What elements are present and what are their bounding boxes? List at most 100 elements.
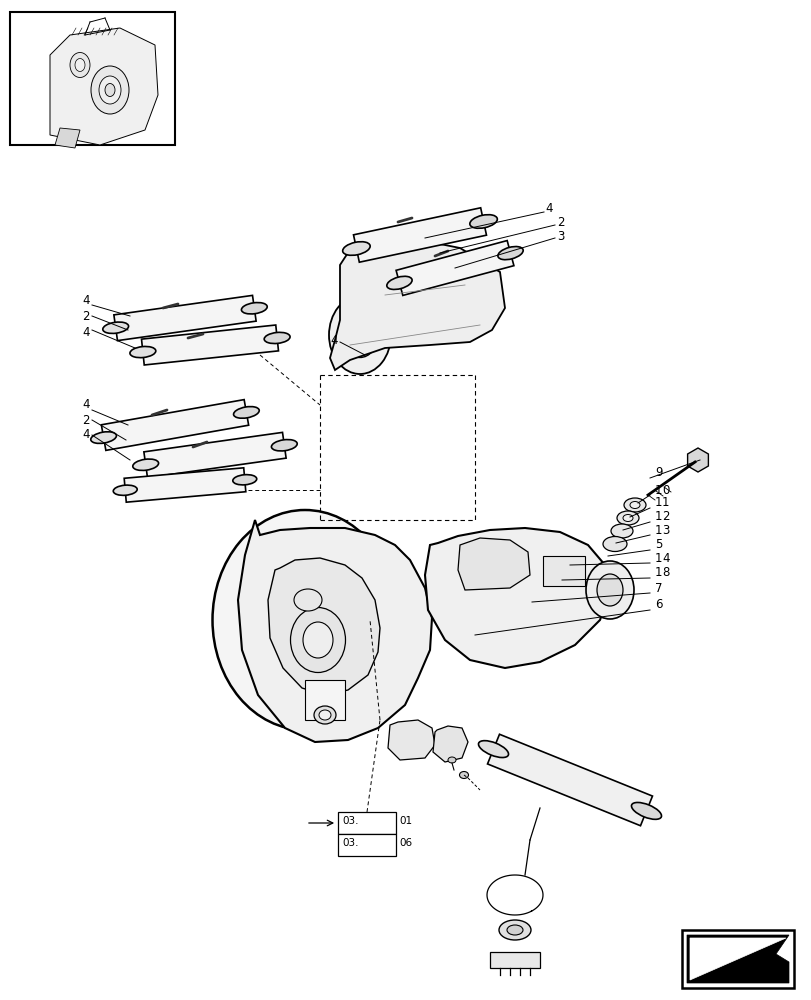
Ellipse shape: [448, 757, 456, 763]
Ellipse shape: [623, 498, 646, 512]
Ellipse shape: [277, 587, 332, 652]
Text: 9: 9: [654, 466, 662, 480]
Ellipse shape: [105, 84, 115, 97]
Text: 03.: 03.: [341, 838, 358, 848]
Text: 2: 2: [83, 414, 90, 426]
Text: 4: 4: [661, 552, 669, 564]
Ellipse shape: [130, 346, 156, 358]
Ellipse shape: [341, 312, 378, 358]
Text: 1: 1: [654, 510, 662, 524]
Polygon shape: [424, 528, 609, 668]
Ellipse shape: [133, 459, 158, 470]
Polygon shape: [457, 538, 530, 590]
Polygon shape: [50, 28, 158, 145]
Polygon shape: [487, 734, 652, 826]
Ellipse shape: [386, 276, 412, 289]
Polygon shape: [55, 128, 80, 148]
Polygon shape: [489, 952, 539, 968]
Polygon shape: [432, 726, 467, 762]
Ellipse shape: [462, 286, 476, 304]
Polygon shape: [329, 235, 504, 370]
Ellipse shape: [459, 771, 468, 778]
Ellipse shape: [444, 262, 496, 328]
Text: 4: 4: [329, 334, 337, 347]
Ellipse shape: [470, 215, 496, 228]
Ellipse shape: [454, 276, 484, 314]
Bar: [543, 556, 584, 586]
Ellipse shape: [603, 536, 626, 552]
Ellipse shape: [241, 303, 267, 314]
Bar: [337, 834, 396, 856]
Ellipse shape: [70, 53, 90, 78]
Text: 1: 1: [654, 484, 662, 496]
Ellipse shape: [596, 574, 622, 606]
Ellipse shape: [314, 706, 336, 724]
Text: 01: 01: [398, 816, 412, 826]
Text: 1: 1: [661, 496, 669, 510]
Ellipse shape: [610, 524, 633, 538]
Ellipse shape: [586, 561, 633, 619]
Text: 2: 2: [556, 216, 564, 229]
Polygon shape: [305, 680, 345, 720]
Ellipse shape: [264, 332, 290, 344]
Text: 1: 1: [654, 552, 662, 564]
Text: 5: 5: [654, 538, 662, 552]
Ellipse shape: [351, 325, 367, 345]
Polygon shape: [353, 208, 486, 262]
Text: 1: 1: [654, 496, 662, 510]
Bar: [681, 930, 793, 988]
Ellipse shape: [506, 925, 522, 935]
Text: 7: 7: [654, 582, 662, 594]
Polygon shape: [686, 935, 788, 983]
Text: 06: 06: [398, 838, 412, 848]
Text: 2: 2: [83, 310, 90, 322]
Ellipse shape: [616, 511, 638, 525]
Text: 4: 4: [83, 428, 90, 442]
Ellipse shape: [290, 607, 345, 672]
Text: 03.: 03.: [341, 816, 358, 826]
Ellipse shape: [212, 510, 397, 730]
Ellipse shape: [91, 432, 116, 443]
Polygon shape: [689, 938, 785, 980]
Text: 1: 1: [654, 524, 662, 536]
Text: 4: 4: [83, 294, 90, 306]
Ellipse shape: [499, 920, 530, 940]
Polygon shape: [101, 400, 248, 450]
Text: 2: 2: [661, 510, 669, 524]
Bar: [337, 812, 396, 834]
Bar: [10, 12, 175, 145]
Text: 4: 4: [83, 326, 90, 338]
Polygon shape: [114, 295, 255, 341]
Ellipse shape: [99, 76, 121, 104]
Ellipse shape: [103, 322, 128, 333]
Text: 8: 8: [661, 566, 668, 580]
Ellipse shape: [271, 440, 297, 451]
Ellipse shape: [497, 247, 522, 260]
Text: 0: 0: [661, 484, 668, 496]
Polygon shape: [687, 448, 707, 472]
Ellipse shape: [303, 622, 333, 658]
Text: 1: 1: [654, 566, 662, 580]
Ellipse shape: [91, 66, 129, 114]
Ellipse shape: [478, 741, 508, 758]
Polygon shape: [144, 432, 285, 478]
Ellipse shape: [319, 710, 331, 720]
Ellipse shape: [294, 589, 322, 611]
Text: 4: 4: [83, 398, 90, 412]
Ellipse shape: [242, 546, 367, 694]
Polygon shape: [238, 520, 431, 742]
Ellipse shape: [342, 242, 370, 255]
Text: 6: 6: [654, 598, 662, 611]
Text: 4: 4: [544, 202, 551, 215]
Ellipse shape: [629, 502, 639, 508]
Ellipse shape: [75, 59, 85, 72]
Ellipse shape: [233, 475, 256, 485]
Polygon shape: [388, 720, 435, 760]
Polygon shape: [124, 468, 246, 502]
Ellipse shape: [631, 802, 661, 819]
Polygon shape: [268, 558, 380, 695]
Ellipse shape: [234, 407, 259, 418]
Text: 3: 3: [661, 524, 668, 536]
Text: 3: 3: [556, 230, 564, 242]
Ellipse shape: [622, 514, 633, 522]
